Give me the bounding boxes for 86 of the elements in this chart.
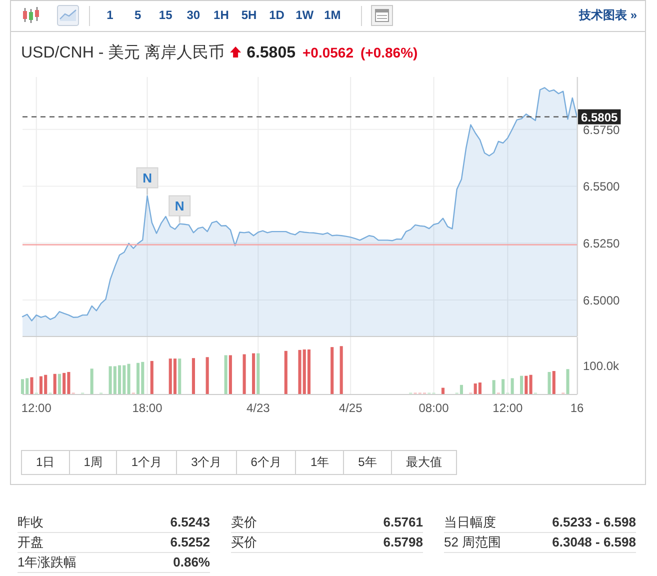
bar — [340, 346, 343, 394]
text: 1日 — [21, 450, 70, 475]
x-tick-label: 4/25 — [338, 401, 363, 415]
y-tick-label: 6.5000 — [583, 294, 620, 308]
bar — [178, 358, 182, 394]
text: 6.5252 — [170, 534, 210, 550]
bar — [224, 355, 228, 394]
bar — [62, 372, 66, 394]
bar — [441, 388, 445, 394]
x-tick-label: 4/23 — [246, 401, 270, 415]
ref-line-label: 6.5805 — [581, 110, 618, 124]
y-tick-label: 6.5500 — [583, 180, 620, 194]
text: 1D — [269, 8, 285, 22]
text: 昨收 — [18, 514, 44, 530]
text: 1个月 — [116, 450, 178, 475]
text: 6.5805 — [246, 44, 296, 62]
bar — [136, 362, 140, 394]
text: 5年 — [343, 450, 392, 475]
bar — [173, 358, 177, 394]
bar — [242, 354, 246, 394]
text: 30 — [186, 8, 200, 22]
text: 6.3048 - 6.598 — [552, 534, 636, 550]
bar — [252, 353, 256, 394]
bar — [502, 379, 505, 394]
text: 1M — [324, 8, 341, 22]
bar — [529, 374, 532, 394]
bar — [256, 353, 260, 394]
bar — [478, 382, 482, 394]
text: 1周 — [68, 450, 118, 475]
x-tick-label: 12:00 — [21, 401, 52, 415]
bar — [206, 357, 209, 394]
bar — [58, 374, 61, 394]
bar — [150, 360, 154, 394]
text: 买价 — [231, 534, 257, 550]
text: 6.5233 - 6.598 — [552, 514, 636, 530]
x-tick-label: 18:00 — [132, 401, 163, 415]
bar — [510, 378, 514, 394]
text: 卖价 — [231, 514, 257, 530]
bar — [330, 347, 334, 394]
bar — [30, 377, 34, 394]
x-tick-label: 08:00 — [418, 401, 450, 415]
bar — [307, 349, 311, 394]
bar — [492, 380, 496, 394]
text: 6个月 — [236, 450, 296, 475]
bar — [39, 376, 43, 394]
text: 15 — [158, 8, 173, 22]
bar — [566, 369, 570, 394]
bar — [53, 374, 56, 394]
bar — [192, 358, 195, 394]
text: 当日幅度 — [444, 514, 496, 530]
bar — [284, 350, 288, 394]
text: 开盘 — [18, 534, 44, 550]
text: 1年 — [295, 450, 344, 475]
bar — [20, 379, 24, 394]
chart-title: USD/CNH - 美元 离岸人民币 — [21, 44, 225, 62]
text: (+0.86%) — [360, 44, 418, 60]
text: 1H — [214, 8, 229, 22]
text: 6.5761 — [383, 514, 423, 530]
text: 6.5798 — [383, 534, 423, 550]
bar — [90, 368, 94, 394]
y-tick-label: 6.5250 — [583, 236, 620, 251]
annotation: N — [142, 170, 152, 186]
text: 最大值 — [390, 450, 457, 475]
bar — [520, 376, 524, 394]
text: 52 周范围 — [444, 534, 502, 550]
bar — [228, 355, 232, 394]
x-tick-label: 12:00 — [492, 401, 524, 415]
text: 0.86% — [173, 554, 210, 570]
bar — [127, 364, 130, 394]
text: 5 — [134, 8, 142, 22]
bar — [460, 384, 464, 394]
text: 6.5243 — [170, 514, 210, 530]
x-tick-label: 16 — [570, 401, 584, 415]
text: 技术图表 » — [578, 8, 638, 22]
text: 3个月 — [176, 450, 237, 475]
bar — [548, 372, 551, 394]
text: 5H — [241, 8, 257, 22]
text: +0.0562 — [302, 44, 354, 60]
text: 1 — [106, 8, 114, 22]
bar — [552, 371, 556, 394]
y-tick-label: 6.5750 — [583, 122, 620, 137]
text: 100.0k — [583, 359, 620, 373]
text: 1年涨跌幅 — [18, 554, 77, 570]
annotation: N — [174, 198, 184, 214]
bar — [524, 376, 528, 394]
text: 1W — [296, 8, 314, 22]
